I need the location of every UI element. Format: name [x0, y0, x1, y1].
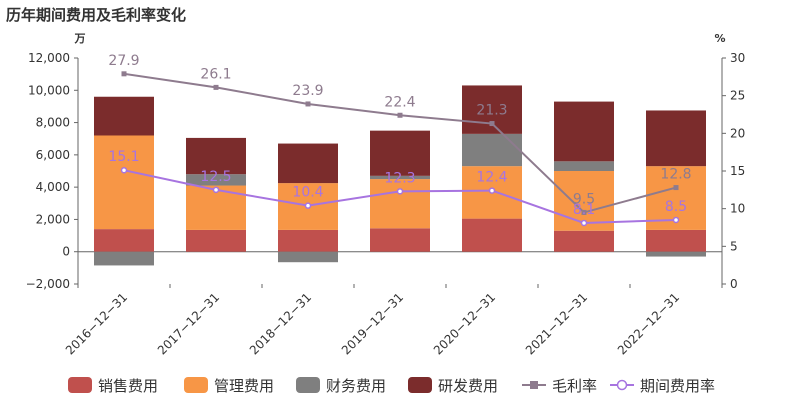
bar-finance [370, 175, 430, 180]
right-axis-tick-label: 10 [730, 202, 745, 216]
left-axis-tick-label: 2,000 [36, 212, 70, 226]
data-label-period_rate_line: 8.1 [573, 202, 595, 218]
left-axis-tick-label: 6,000 [36, 148, 70, 162]
bar-finance [462, 133, 522, 167]
data-label-period_rate_line: 12.3 [384, 170, 415, 186]
bar-sales [462, 218, 522, 252]
legend-swatch-sales [68, 377, 92, 393]
point-period_rate_line [212, 186, 220, 194]
bar-finance [186, 174, 246, 186]
data-label-gross_margin_line: 27.9 [108, 53, 139, 69]
legend-swatch-admin [184, 377, 208, 393]
bar-finance [278, 251, 338, 263]
legend-label: 财务费用 [326, 377, 386, 395]
data-label-gross_margin_line: 9.5 [573, 191, 595, 207]
x-axis-tick-label: 2022−12−31 [615, 290, 682, 357]
data-label-gross_margin_line: 26.1 [200, 66, 231, 82]
left-axis-tick-label: 10,000 [28, 83, 70, 97]
x-axis-tick-label: 2017−12−31 [155, 290, 222, 357]
bar-rnd [186, 137, 246, 175]
point-period_rate_line [580, 219, 588, 227]
bar-sales [94, 229, 154, 252]
right-axis-tick-label: 0 [730, 277, 738, 291]
bar-finance [94, 251, 154, 266]
bar-finance [646, 251, 706, 257]
legend-marker-gross_margin_line [530, 381, 538, 389]
bar-rnd [94, 96, 154, 136]
data-label-gross_margin_line: 12.8 [660, 167, 691, 183]
left-axis-tick-label: 0 [62, 245, 70, 259]
data-label-period_rate_line: 12.4 [476, 170, 507, 186]
legend-marker-period_rate_line [616, 379, 628, 391]
legend-label: 毛利率 [552, 377, 597, 395]
data-label-gross_margin_line: 23.9 [292, 83, 323, 99]
legend-label: 研发费用 [438, 377, 498, 395]
point-period_rate_line [120, 166, 128, 174]
bar-rnd [554, 101, 614, 162]
point-gross_margin_line [673, 185, 679, 191]
legend-label: 期间费用率 [640, 377, 715, 395]
right-axis-tick-label: 5 [730, 239, 738, 253]
chart-title: 历年期间费用及毛利率变化 [6, 6, 187, 24]
left-axis-unit: 万 [74, 32, 86, 45]
point-gross_margin_line [489, 121, 495, 127]
x-axis-tick-label: 2016−12−31 [63, 290, 130, 357]
bar-finance [554, 161, 614, 171]
right-axis-unit: % [714, 32, 725, 45]
legend-label: 销售费用 [98, 377, 158, 395]
right-axis-tick-label: 15 [730, 164, 745, 178]
bar-sales [186, 229, 246, 252]
data-label-period_rate_line: 8.5 [665, 199, 687, 215]
x-axis-tick-label: 2019−12−31 [339, 290, 406, 357]
left-axis-tick-label: 12,000 [28, 51, 70, 65]
x-axis-tick-label: 2020−12−31 [431, 290, 498, 357]
bar-sales [278, 229, 338, 252]
point-gross_margin_line [305, 101, 311, 107]
x-axis-tick-label: 2018−12−31 [247, 290, 314, 357]
data-label-gross_margin_line: 21.3 [476, 103, 507, 119]
data-label-period_rate_line: 10.4 [292, 185, 323, 201]
x-axis-tick-label: 2021−12−31 [523, 290, 590, 357]
bar-admin [370, 179, 430, 229]
point-gross_margin_line [121, 71, 127, 77]
data-label-period_rate_line: 12.5 [200, 169, 231, 185]
bar-rnd [646, 110, 706, 167]
data-label-period_rate_line: 15.1 [108, 149, 139, 165]
bar-sales [370, 228, 430, 252]
point-period_rate_line [396, 188, 404, 195]
left-axis-tick-label: 4,000 [36, 180, 70, 194]
bar-rnd [370, 130, 430, 176]
point-period_rate_line [672, 216, 680, 224]
right-axis-tick-label: 20 [730, 126, 745, 140]
legend-swatch-finance [296, 377, 320, 393]
bar-sales [554, 230, 614, 252]
bar-sales [646, 229, 706, 252]
left-axis-tick-label: 8,000 [36, 116, 70, 130]
legend-label: 管理费用 [214, 377, 274, 395]
bar-admin [94, 135, 154, 230]
data-label-gross_margin_line: 22.4 [384, 94, 415, 110]
right-axis-tick-label: 25 [730, 89, 745, 103]
point-period_rate_line [488, 187, 496, 194]
right-axis-tick-label: 30 [730, 51, 745, 65]
point-gross_margin_line [397, 112, 403, 118]
left-axis-tick-label: −2,000 [26, 277, 70, 291]
point-gross_margin_line [213, 84, 219, 90]
point-period_rate_line [304, 202, 312, 209]
point-gross_margin_line [581, 209, 587, 215]
legend-swatch-rnd [408, 377, 432, 393]
bar-rnd [278, 143, 338, 184]
